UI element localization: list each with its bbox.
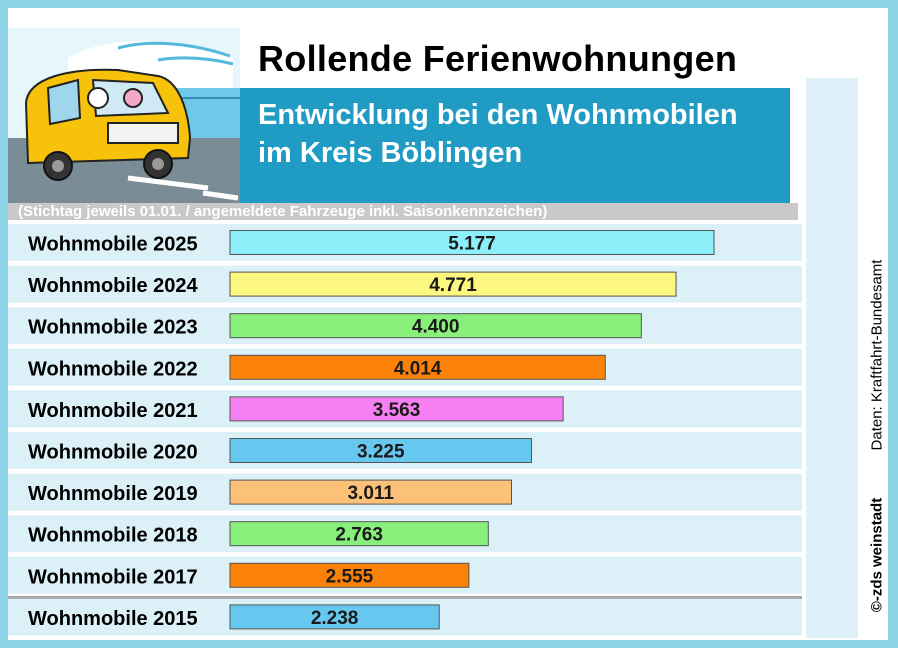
- chart-note: (Stichtag jeweils 01.01. / angemeldete F…: [18, 203, 548, 220]
- category-label: Wohnmobile 2025: [28, 234, 198, 256]
- title-box: [240, 28, 790, 88]
- category-label: Wohnmobile 2020: [28, 442, 198, 464]
- category-label: Wohnmobile 2024: [28, 275, 199, 297]
- category-label: Wohnmobile 2021: [28, 400, 198, 422]
- value-label: 2.763: [335, 525, 383, 546]
- category-label: Wohnmobile 2022: [28, 358, 198, 380]
- category-label: Wohnmobile 2015: [28, 608, 198, 630]
- camper-van-illustration: [8, 28, 240, 203]
- value-label: 3.011: [347, 483, 394, 504]
- value-label: 2.238: [311, 608, 359, 629]
- value-label: 4.400: [412, 317, 460, 338]
- bar: [229, 562, 470, 588]
- value-label: 4.771: [429, 275, 477, 296]
- gap-separator: [8, 595, 802, 599]
- value-label: 3.225: [357, 442, 405, 463]
- bar: [229, 313, 642, 339]
- side-panel: [806, 78, 858, 638]
- bar: [229, 230, 715, 255]
- value-label: 5.177: [448, 234, 496, 255]
- bar: [229, 479, 512, 505]
- category-label: Wohnmobile 2023: [28, 317, 198, 339]
- value-label: 4.014: [394, 358, 442, 379]
- category-label: Wohnmobile 2019: [28, 483, 198, 505]
- bar: [229, 354, 606, 380]
- category-label: Wohnmobile 2018: [28, 525, 198, 547]
- note-bar: [8, 203, 798, 220]
- value-label: 3.563: [373, 400, 421, 421]
- value-label: 2.555: [326, 566, 374, 587]
- bar: [229, 396, 564, 422]
- bar: [229, 521, 489, 547]
- chart-title: Rollende Ferienwohnungen: [258, 38, 738, 79]
- bar: [229, 438, 533, 463]
- chart-subtitle: Entwicklung bei den Wohnmobilen im Kreis…: [258, 99, 738, 169]
- bar: [229, 604, 440, 630]
- bar: [229, 271, 677, 297]
- category-label: Wohnmobile 2017: [28, 566, 198, 588]
